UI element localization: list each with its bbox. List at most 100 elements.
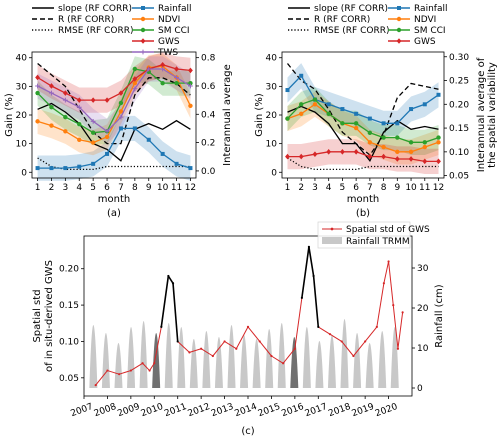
y-axis-right-label-1-a: Interannual average of xyxy=(476,57,487,172)
point-1-6-3 xyxy=(326,149,332,155)
point-1-3-1 xyxy=(299,73,304,78)
point-1-5-1 xyxy=(299,102,304,107)
gws-std-segment-8 xyxy=(160,275,170,328)
gws-std-segment-1 xyxy=(95,370,108,386)
yr-tick-label-2-2: 20 xyxy=(417,304,429,314)
gws-std-point-22 xyxy=(307,245,311,249)
x-tick-label-2-8: 2015 xyxy=(257,402,282,419)
gws-std-segment-30 xyxy=(376,283,385,327)
gws-std-segment-12 xyxy=(189,348,202,353)
point-1-5-4 xyxy=(340,121,345,126)
point-0-7-6 xyxy=(118,114,124,120)
x-tick-label-0-2: 3 xyxy=(62,183,68,193)
rainfall-peak-18 xyxy=(315,341,324,388)
point-0-4-4 xyxy=(90,140,96,145)
yl-tick-label-1-0: 0 xyxy=(271,168,277,178)
x-tick-label-2-5: 2012 xyxy=(187,402,212,419)
x-axis-label-1: month xyxy=(347,194,379,205)
legend-entry-0-1-label: R (RF CORR) xyxy=(58,15,114,25)
point-1-6-2 xyxy=(312,151,318,158)
legend-entry-1-4-label: NDVI xyxy=(414,15,436,25)
gws-std-segment-7 xyxy=(153,326,162,364)
gws-std-point-27 xyxy=(352,354,355,358)
y-axis-right-label-1-b: the spatial variability xyxy=(487,62,498,168)
legend-2: Spatial std of GWS Rainfall TRMM xyxy=(317,221,430,249)
gws-std-point-23 xyxy=(312,274,315,278)
y-axis-left-label-2-b: of in situ-derived GWS xyxy=(44,260,55,372)
x-tick-label-2-13: 2020 xyxy=(374,402,399,419)
gws-std-point-0 xyxy=(94,383,97,387)
point-1-3-11 xyxy=(436,92,441,97)
point-1-3-8 xyxy=(395,121,400,126)
gws-std-segment-33 xyxy=(392,305,399,349)
legend-entry-1-3-marker xyxy=(397,6,401,10)
legend-entry-0-7-marker xyxy=(140,49,146,55)
gws-std-point-17 xyxy=(258,340,261,343)
yl-tick-label-1-2: 20 xyxy=(266,111,278,121)
x-tick-label-0-0: 1 xyxy=(35,183,41,193)
point-1-5-8 xyxy=(395,135,400,140)
point-1-6-6 xyxy=(367,153,373,160)
yl-tick-label-0-0: 0 xyxy=(21,168,27,178)
point-1-4-6 xyxy=(367,140,373,145)
point-0-4-1 xyxy=(49,123,54,128)
gws-std-segment-3 xyxy=(118,370,132,375)
legend-entry-0-4-label: NDVI xyxy=(158,15,180,25)
point-0-7-1 xyxy=(49,90,54,96)
x-axis-label-0: month xyxy=(98,194,130,205)
panel-label-2: (c) xyxy=(241,426,254,437)
point-0-6-0 xyxy=(35,74,40,81)
yr-tick-label-1-1: 0.10 xyxy=(449,148,469,158)
gws-std-point-33 xyxy=(396,347,400,350)
point-0-3-1 xyxy=(49,166,54,171)
gws-std-point-9 xyxy=(171,282,175,285)
rainfall-peak-21 xyxy=(353,333,362,388)
x-tick-label-2-4: 2011 xyxy=(163,402,188,419)
rainfall-peak-19 xyxy=(327,335,336,388)
legend-entry-0-3-marker xyxy=(141,6,145,10)
point-0-5-1 xyxy=(49,105,54,110)
point-0-5-10 xyxy=(174,80,179,86)
gws-std-point-11 xyxy=(188,351,191,354)
gws-std-point-2 xyxy=(118,373,121,376)
point-0-3-8 xyxy=(146,137,151,142)
band-1-6 xyxy=(287,139,439,174)
legend-entry-1-6-label: GWS xyxy=(414,37,436,47)
series-line-0-5 xyxy=(37,68,191,134)
point-0-6-6 xyxy=(118,90,124,96)
x-tick-label-2-2: 2009 xyxy=(116,402,141,419)
y-axis-right-label-0: Interannual average xyxy=(222,64,233,166)
gws-std-point-7 xyxy=(160,325,163,329)
legend-entry-0-5-label: SM CCI xyxy=(158,26,190,36)
point-0-7-0 xyxy=(35,83,40,89)
x-tick-label-2-9: 2016 xyxy=(280,402,305,419)
x-tick-label-2-6: 2013 xyxy=(210,402,235,419)
legend-entry-1-0-label: slope (RF CORR) xyxy=(314,4,388,14)
x-tick-label-0-6: 7 xyxy=(118,183,124,193)
rainfall-peak-23 xyxy=(378,331,387,388)
point-0-5-6 xyxy=(118,100,124,106)
y-axis-right-label-2: Rainfall (cm) xyxy=(434,284,445,347)
point-0-7-4 xyxy=(90,118,96,124)
gws-std-segment-17 xyxy=(247,326,261,342)
gws-std-point-6 xyxy=(153,362,156,365)
point-1-3-10 xyxy=(422,102,427,107)
gws-std-point-13 xyxy=(211,354,214,358)
gws-std-point-1 xyxy=(106,369,109,372)
point-1-6-9 xyxy=(408,156,414,162)
x-tick-label-2-3: 2010 xyxy=(140,402,165,419)
panel-label-0: (a) xyxy=(107,208,121,219)
point-1-6-5 xyxy=(353,149,359,155)
x-tick-label-2-10: 2017 xyxy=(304,402,329,419)
gws-std-point-31 xyxy=(387,260,390,263)
point-1-5-3 xyxy=(326,111,331,117)
series-line-0-1 xyxy=(37,62,191,145)
series-line-1-2 xyxy=(287,157,439,171)
x-tick-label-0-7: 8 xyxy=(132,183,138,193)
point-0-6-5 xyxy=(104,97,110,103)
gws-std-segment-21 xyxy=(294,297,303,349)
rainfall-peak-6 xyxy=(164,323,173,388)
x-tick-label-0-10: 11 xyxy=(171,183,182,193)
point-0-4-6 xyxy=(118,109,124,114)
band-0-3 xyxy=(37,115,191,181)
